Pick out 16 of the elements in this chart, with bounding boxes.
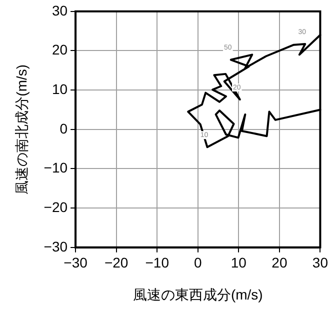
x-tick-label: −30 [64, 254, 88, 271]
y-tick-label: 10 [52, 80, 68, 97]
y-tick-label: −20 [44, 198, 68, 215]
x-tick-label: 0 [194, 254, 202, 271]
y-tick-label: −10 [44, 160, 68, 176]
x-tick-label: −10 [145, 254, 170, 271]
y-axis-title: 風速の南北成分(m/s) [13, 64, 30, 194]
y-tick-label: 0 [60, 120, 68, 136]
y-tick-label: 20 [52, 42, 68, 58]
x-tick-label: 30 [312, 254, 328, 271]
x-tick-label: 20 [272, 254, 288, 271]
x-axis-title: 風速の東西成分(m/s) [132, 286, 263, 302]
x-tick-label: 10 [230, 254, 247, 271]
x-tick-label: −20 [104, 254, 128, 271]
y-tick-label: −30 [44, 238, 68, 254]
y-tick-label: 30 [52, 2, 68, 18]
